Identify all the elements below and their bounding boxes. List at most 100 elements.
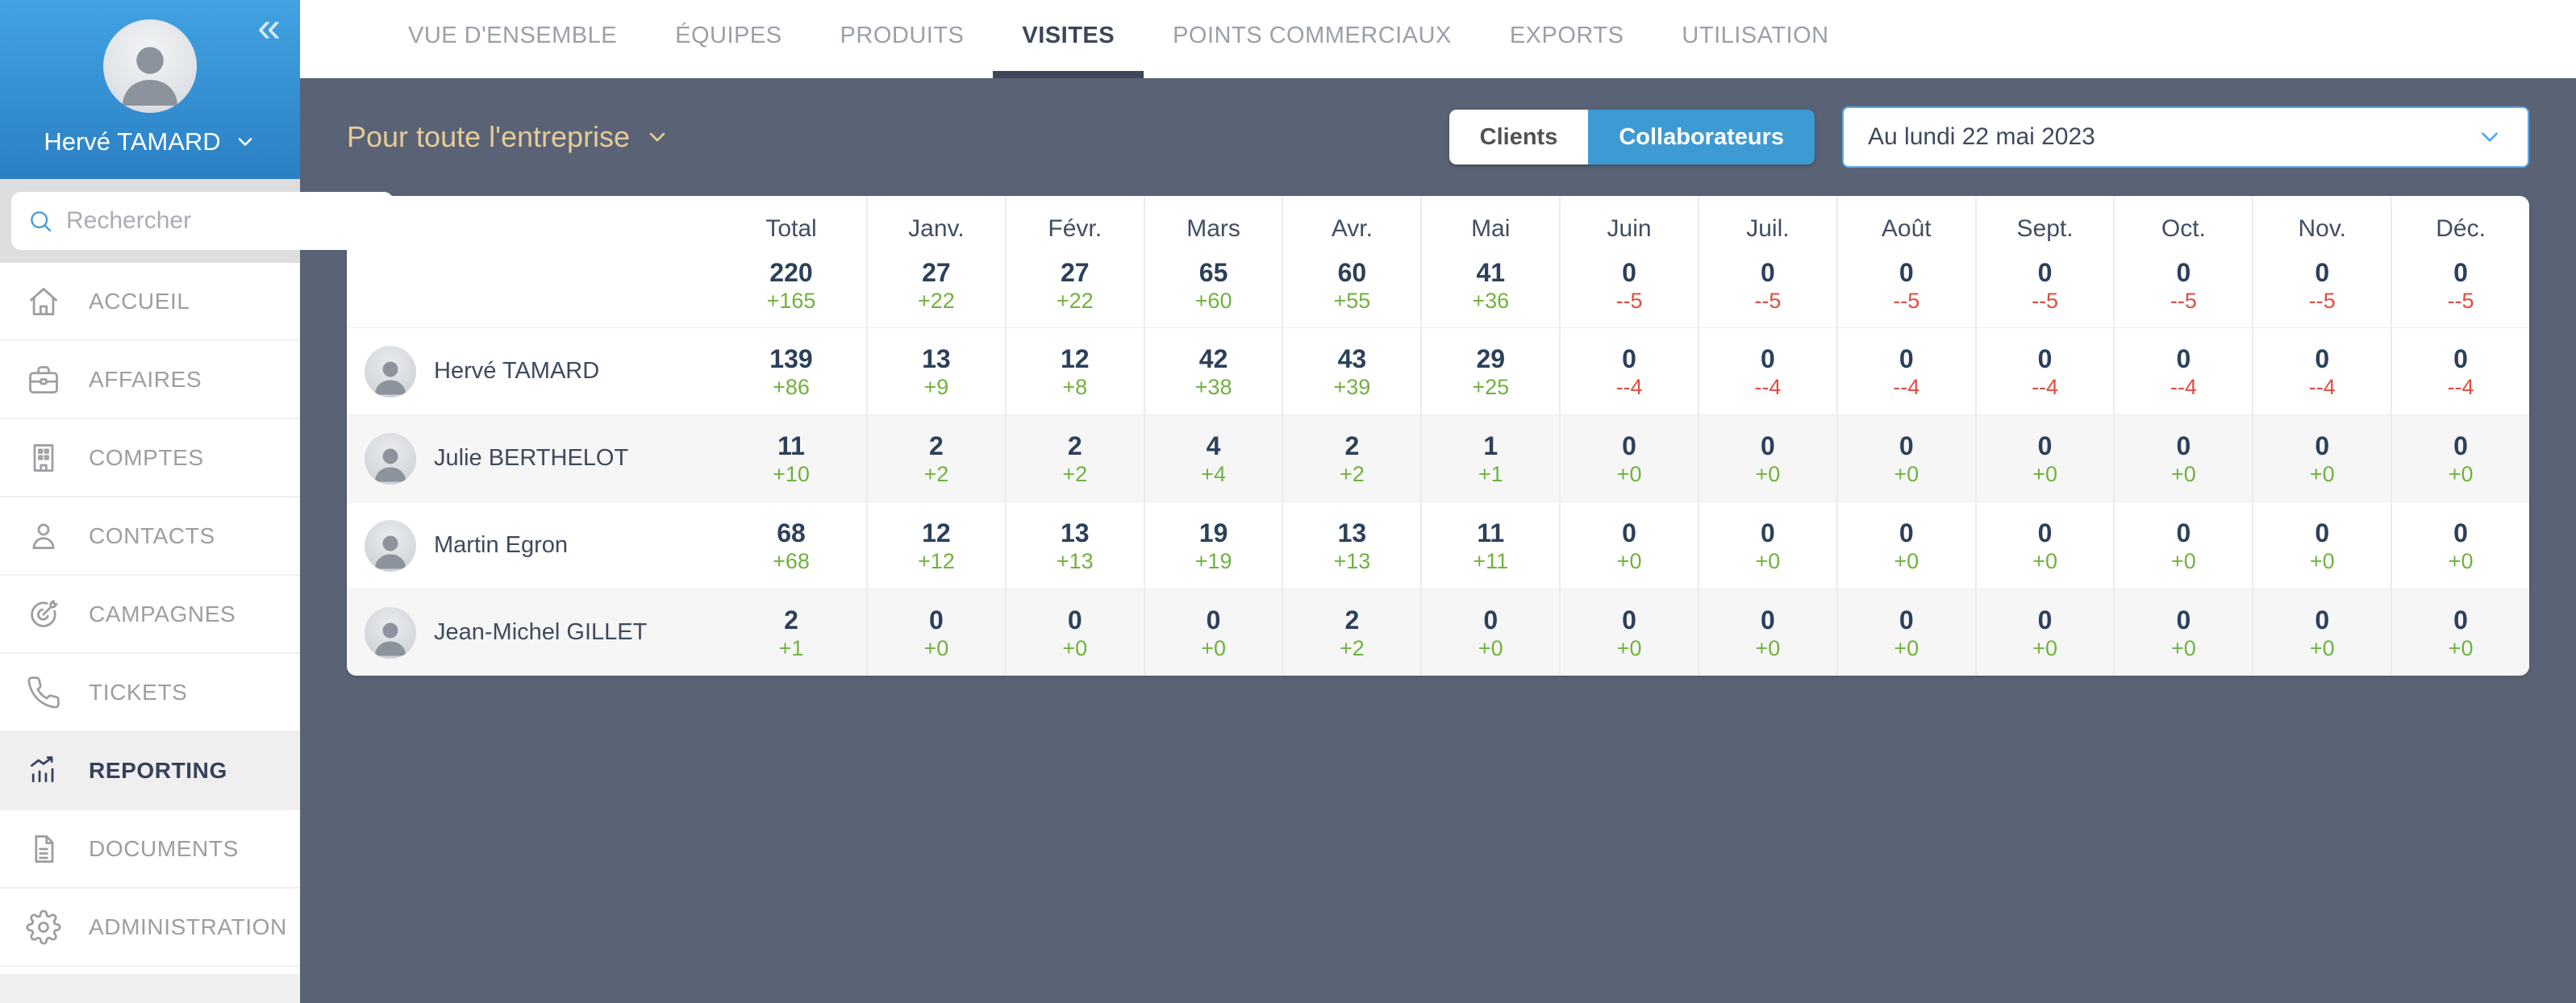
- cell-delta: +2: [923, 461, 949, 486]
- cell-delta: +10: [773, 461, 810, 486]
- cell-delta: +12: [918, 548, 955, 573]
- scope-dropdown[interactable]: Pour toute l'entreprise: [347, 120, 670, 154]
- cell-dec-: 0 +0: [2391, 415, 2529, 502]
- row-name-cell: Jean-Michel GILLET: [347, 589, 716, 676]
- table-row-julie-berthelot[interactable]: Julie BERTHELOT 11 +10 2 +2 2 +2 4 +4: [347, 414, 2529, 502]
- cell-delta: +0: [2171, 548, 2196, 573]
- cell-value: 0: [1622, 431, 1636, 460]
- cell-value: 13: [922, 343, 951, 373]
- sidebar-item-documents[interactable]: DOCUMENTS: [0, 810, 300, 889]
- collapse-sidebar-icon[interactable]: «: [257, 4, 281, 51]
- cell-delta: +0: [2448, 635, 2474, 660]
- cell-juin: 0 +0: [1559, 502, 1698, 589]
- cell-delta: +4: [1201, 461, 1226, 486]
- sidebar-item-campagnes[interactable]: CAMPAGNES: [0, 576, 300, 654]
- cell-value: 0: [2453, 258, 2468, 287]
- table-header-totals-row: Total 220 +165 Janv. 27 +22 Févr. 27 +22…: [347, 196, 2529, 327]
- sidebar-item-label: COMPTES: [89, 444, 204, 470]
- cell-delta: --5: [1615, 289, 1643, 313]
- sidebar-item-reporting[interactable]: REPORTING: [0, 732, 300, 810]
- column-header-label: Févr.: [1048, 215, 1103, 242]
- toggle-collaborateurs[interactable]: Collaborateurs: [1588, 110, 1815, 164]
- cell-janv-: 13 +9: [866, 328, 1005, 414]
- top-tab-bar: VUE D'ENSEMBLE ÉQUIPES PRODUITS VISITES POIN…: [300, 0, 2576, 78]
- cell-dec-: 0 +0: [2391, 589, 2529, 676]
- cell-value: 0: [2037, 518, 2053, 547]
- tab-produits[interactable]: PRODUITS: [811, 0, 994, 78]
- cell-delta: +0: [1616, 635, 1642, 660]
- column-janv-: Janv. 27 +22: [866, 196, 1005, 327]
- tab-points-commerciaux[interactable]: POINTS COMMERCIAUX: [1144, 0, 1481, 78]
- cell-delta: +0: [2448, 548, 2474, 573]
- search-box: [11, 192, 394, 250]
- cell-delta: +2: [1340, 635, 1365, 660]
- tab-exports[interactable]: EXPORTS: [1481, 0, 1653, 78]
- cell-value: 29: [1476, 343, 1506, 373]
- filter-row: Pour toute l'entreprise Clients Collabora…: [300, 78, 2576, 196]
- cell-value: 0: [1899, 431, 1914, 460]
- cell-value: 0: [2037, 343, 2053, 373]
- sidebar-item-administration[interactable]: ADMINISTRATION: [0, 889, 300, 967]
- tab-equipes[interactable]: ÉQUIPES: [646, 0, 811, 78]
- cell-sept-: 0 +0: [1974, 502, 2114, 589]
- table-row-herve-tamard[interactable]: Hervé TAMARD 139 +86 13 +9 12 +8 42 +38: [347, 327, 2529, 414]
- tab-visites[interactable]: VISITES: [993, 0, 1144, 78]
- cell-janv-: 2 +2: [866, 415, 1005, 502]
- cell-nov-: 0 +0: [2252, 502, 2391, 589]
- cell-avr-: 43 +39: [1282, 328, 1420, 414]
- table-row-jean-michel-gillet[interactable]: Jean-Michel GILLET 2 +1 0 +0 0 +0 0 +0: [347, 589, 2529, 676]
- sidebar-item-contacts[interactable]: CONTACTS: [0, 497, 300, 576]
- cell-fevr-: 2 +2: [1004, 415, 1144, 502]
- sidebar-item-label: DOCUMENTS: [89, 835, 239, 861]
- cell-value: 0: [1206, 605, 1221, 635]
- user-name: Hervé TAMARD: [44, 127, 221, 156]
- cell-avr-: 2 +2: [1282, 415, 1420, 502]
- tab-label: VISITES: [1022, 22, 1115, 48]
- briefcase-icon: [29, 365, 58, 393]
- sidebar-item-affaires[interactable]: AFFAIRES: [0, 341, 300, 419]
- cell-value: 0: [1761, 431, 1775, 460]
- tab-utilisation[interactable]: UTILISATION: [1653, 0, 1857, 78]
- sidebar-item-accueil[interactable]: ACCUEIL: [0, 263, 300, 341]
- row-name-cell: Julie BERTHELOT: [347, 415, 716, 502]
- cell-delta: +0: [2171, 635, 2196, 660]
- table-row-martin-egron[interactable]: Martin Egron 68 +68 12 +12 13 +13 19 +19: [347, 502, 2529, 589]
- date-range-select[interactable]: Au lundi 22 mai 2023: [1842, 106, 2529, 168]
- cell-avr-: 13 +13: [1282, 502, 1420, 589]
- column-avr-: Avr. 60 +55: [1282, 196, 1420, 327]
- cell-delta: --5: [2447, 289, 2474, 313]
- cell-nov-: 0 --4: [2252, 328, 2391, 414]
- cell-juin: 0 +0: [1559, 589, 1698, 676]
- cell-sept-: 0 +0: [1974, 415, 2114, 502]
- search-input[interactable]: [66, 207, 377, 235]
- cell-value: 2: [929, 431, 944, 460]
- cell-fevr-: 12 +8: [1004, 328, 1144, 414]
- user-menu[interactable]: Hervé TAMARD: [0, 127, 300, 156]
- column-aout: Août 0 --5: [1836, 196, 1975, 327]
- cell-delta: +13: [1333, 548, 1371, 573]
- sidebar-item-comptes[interactable]: COMPTES: [0, 419, 300, 497]
- cell-value: 0: [2453, 518, 2468, 547]
- person-silhouette-icon: [374, 535, 406, 568]
- tab-label: POINTS COMMERCIAUX: [1173, 22, 1452, 48]
- cell-value: 0: [2176, 343, 2191, 373]
- cell-value: 13: [1337, 518, 1367, 547]
- main-content: Pour toute l'entreprise Clients Collabora…: [300, 78, 2576, 1003]
- cell-value: 0: [2315, 343, 2330, 373]
- cell-delta: +22: [1056, 289, 1094, 313]
- tab-vue-d-ensemble[interactable]: VUE D'ENSEMBLE: [379, 0, 646, 78]
- column-sept-: Sept. 0 --5: [1974, 196, 2114, 327]
- cell-delta: +22: [918, 289, 955, 313]
- toggle-clients[interactable]: Clients: [1448, 110, 1589, 164]
- person-silhouette-icon: [123, 47, 177, 106]
- cell-delta: +2: [1340, 461, 1365, 486]
- sidebar-item-tickets[interactable]: TICKETS: [0, 654, 300, 732]
- cell-delta: +0: [1894, 461, 1919, 486]
- cell-total: 68 +68: [716, 502, 866, 589]
- cell-value: 0: [2453, 605, 2468, 635]
- cell-value: 0: [1067, 605, 1082, 635]
- row-name: Julie BERTHELOT: [434, 445, 629, 471]
- cell-dec-: 0 +0: [2391, 502, 2529, 589]
- cell-mai: 1 +1: [1420, 415, 1559, 502]
- cell-value: 2: [1344, 605, 1360, 635]
